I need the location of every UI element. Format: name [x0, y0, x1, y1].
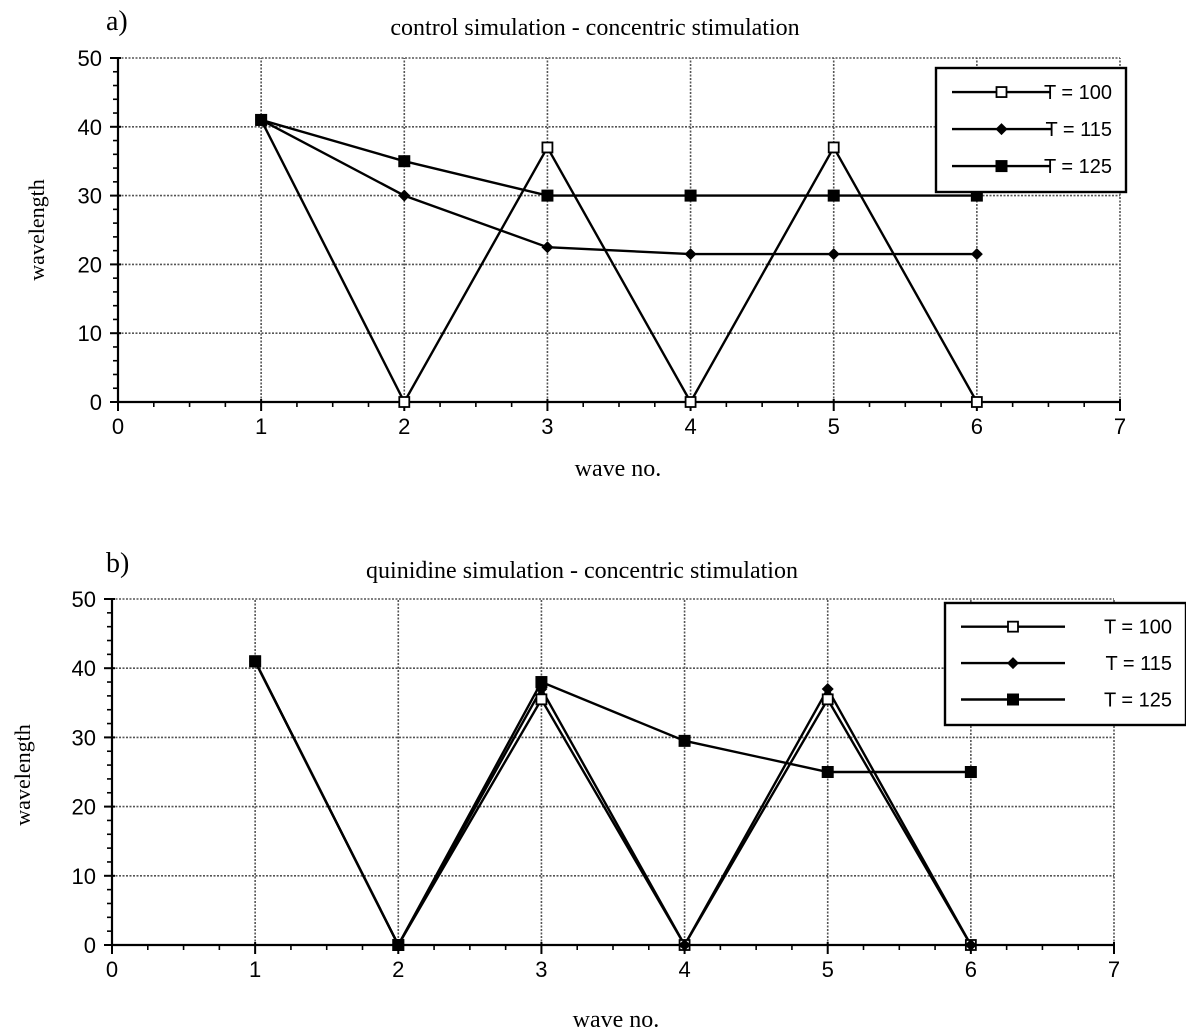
data-point — [827, 141, 840, 154]
legend-label: T = 125 — [1104, 690, 1172, 712]
panel-label: b) — [106, 548, 129, 579]
series-line — [254, 660, 971, 948]
y-tick-labels: 0 10 20 30 40 50 — [78, 46, 102, 415]
legend: T = 100 T = 115 T = 125 — [934, 66, 1128, 194]
x-tick-labels: 0 1 2 3 4 5 6 7 — [106, 957, 1120, 982]
data-point — [964, 939, 977, 951]
data-point — [541, 241, 554, 254]
x-tick-label: 5 — [822, 957, 834, 982]
series-line — [260, 119, 978, 405]
x-axis-label: wave no. — [575, 456, 662, 482]
x-tick-label: 1 — [249, 957, 261, 982]
y-tick-labels: 0 10 20 30 40 50 — [72, 587, 96, 958]
data-point — [541, 189, 554, 202]
y-tick-label: 30 — [78, 184, 102, 209]
chart-panel-a: a) control simulation - concentric stimu… — [24, 6, 1128, 482]
chart-title: quinidine simulation - concentric stimul… — [366, 558, 798, 584]
data-point — [964, 766, 977, 778]
x-tick-label: 7 — [1108, 957, 1120, 982]
y-tick-label: 20 — [78, 252, 102, 277]
data-point — [541, 141, 554, 154]
data-point — [398, 189, 411, 202]
data-point — [535, 676, 548, 689]
x-tick-label: 3 — [535, 957, 547, 982]
x-tick-label: 2 — [398, 414, 410, 439]
y-tick-label: 50 — [78, 46, 102, 71]
y-tick-label: 40 — [72, 656, 96, 681]
series-line — [254, 660, 972, 948]
x-tick-labels: 0 1 2 3 4 5 6 7 — [112, 414, 1126, 439]
data-point — [255, 113, 268, 126]
x-tick-label: 1 — [255, 414, 267, 439]
y-tick-label: 20 — [72, 795, 96, 820]
x-tick-label: 6 — [971, 414, 983, 439]
y-tick-label: 10 — [78, 321, 102, 346]
data-point — [684, 189, 697, 202]
legend-marker — [1007, 693, 1019, 706]
chart-title: control simulation - concentric stimulat… — [390, 15, 799, 41]
y-tick-label: 0 — [84, 933, 96, 958]
data-point — [970, 396, 983, 408]
y-tick-label: 30 — [72, 725, 96, 750]
x-axis-label: wave no. — [573, 1007, 660, 1033]
chart-panel-b: b) quinidine simulation - concentric sti… — [10, 548, 1186, 1033]
x-tick-label: 4 — [678, 957, 690, 982]
x-tick-label: 4 — [684, 414, 696, 439]
legend-marker — [995, 123, 1008, 136]
legend-label: T = 115 — [1105, 653, 1172, 675]
data-point — [827, 189, 840, 202]
axes — [104, 598, 1115, 954]
axes — [110, 57, 1121, 411]
x-tick-label: 2 — [392, 957, 404, 982]
y-tick-label: 10 — [72, 864, 96, 889]
y-axis-label: wavelength — [10, 724, 35, 825]
legend: T = 100 T = 115 T = 125 — [943, 601, 1186, 727]
y-tick-label: 40 — [78, 115, 102, 140]
data-point — [535, 693, 548, 706]
data-point — [392, 939, 405, 951]
data-point — [678, 939, 691, 951]
legend-marker — [1007, 620, 1019, 633]
data-point — [398, 155, 411, 168]
data-point — [684, 248, 697, 261]
y-axis-label: wavelength — [24, 179, 49, 280]
series-line — [260, 118, 977, 256]
legend-label: T = 125 — [1044, 156, 1112, 178]
legend-label: T = 115 — [1045, 119, 1112, 141]
data-point — [684, 396, 697, 408]
data-point — [249, 655, 262, 668]
legend-label: T = 100 — [1044, 82, 1112, 104]
x-tick-label: 3 — [541, 414, 553, 439]
x-tick-label: 0 — [106, 957, 118, 982]
legend-marker — [995, 86, 1008, 98]
x-tick-label: 7 — [1114, 414, 1126, 439]
x-tick-label: 5 — [828, 414, 840, 439]
legend-label: T = 100 — [1104, 617, 1172, 639]
data-point — [821, 682, 834, 695]
x-tick-label: 6 — [965, 957, 977, 982]
legend-marker — [1007, 657, 1019, 670]
series-line — [254, 660, 972, 948]
data-point — [678, 734, 691, 747]
data-point — [970, 248, 983, 261]
series-line — [260, 118, 977, 197]
y-tick-label: 50 — [72, 587, 96, 612]
series — [249, 655, 977, 951]
legend-marker — [995, 160, 1008, 173]
y-tick-label: 0 — [90, 390, 102, 415]
x-tick-label: 0 — [112, 414, 124, 439]
data-point — [821, 693, 834, 706]
data-point — [398, 396, 411, 408]
data-point — [827, 248, 840, 261]
panel-label: a) — [106, 6, 128, 37]
series — [255, 113, 983, 408]
data-point — [821, 766, 834, 778]
